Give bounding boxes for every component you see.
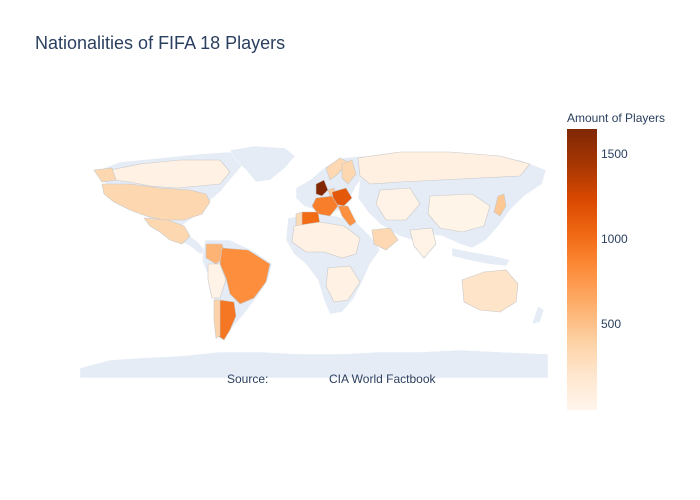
land-islands [451,247,511,267]
countries-layer[interactable] [93,151,531,341]
country-india[interactable] [409,227,437,259]
country-portugal[interactable] [295,211,303,227]
land-antarctica [80,349,548,378]
country-japan[interactable] [493,193,507,217]
map-svg[interactable] [80,140,548,378]
country-other[interactable] [375,187,421,221]
source-annotation: Source: CIA World Factbook [227,372,436,386]
country-mexico[interactable] [143,217,191,245]
land-new-zealand [531,305,545,325]
country-africa[interactable] [291,221,361,259]
country-united-states[interactable] [93,167,117,183]
country-argentina[interactable] [217,299,237,341]
colorbar [567,129,597,410]
country-france[interactable] [311,195,339,217]
country-brazil[interactable] [219,247,271,305]
country-canada[interactable] [109,159,231,189]
country-italy[interactable] [337,205,357,227]
land-greenland [229,145,296,183]
country-united-states[interactable] [101,183,211,221]
country-chile[interactable] [213,299,221,339]
country-russia[interactable] [357,151,531,185]
country-africa[interactable] [325,265,361,303]
country-china[interactable] [427,193,491,233]
colorbar-tick-label: 1500 [601,146,628,161]
country-england[interactable] [315,179,329,197]
country-saudi-arabia[interactable] [371,227,399,251]
chart-title: Nationalities of FIFA 18 Players [35,33,286,53]
colorbar-title: Amount of Players [567,111,666,125]
country-other[interactable] [207,263,227,299]
source-label: Source: [227,372,269,386]
country-sweden[interactable] [341,159,357,185]
choropleth-map[interactable] [80,140,548,378]
source-text: CIA World Factbook [329,372,436,386]
colorbar-tick-label: 500 [601,316,622,331]
colorbar-tick-label: 1000 [601,231,628,246]
country-australia[interactable] [461,269,519,313]
